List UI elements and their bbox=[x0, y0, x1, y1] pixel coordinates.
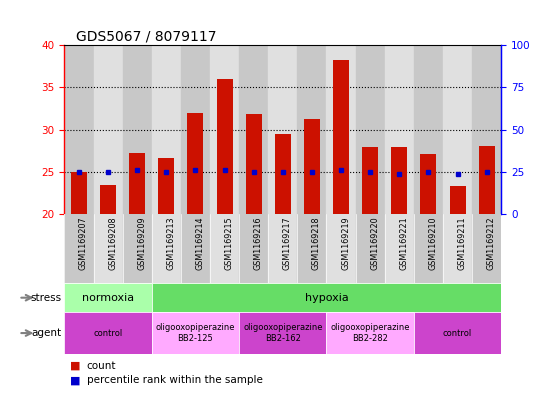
Bar bbox=[123, 45, 152, 214]
Bar bbox=[275, 134, 291, 214]
Bar bbox=[326, 45, 356, 214]
Bar bbox=[94, 214, 123, 283]
Bar bbox=[356, 45, 385, 214]
Bar bbox=[333, 61, 349, 214]
Text: GSM1169219: GSM1169219 bbox=[341, 216, 350, 270]
Text: oligooxopiperazine
BB2-282: oligooxopiperazine BB2-282 bbox=[330, 323, 410, 343]
Bar bbox=[152, 312, 239, 354]
Bar bbox=[479, 146, 494, 214]
Bar bbox=[362, 147, 378, 214]
Bar bbox=[210, 45, 239, 214]
Bar bbox=[181, 214, 210, 283]
Text: GSM1169211: GSM1169211 bbox=[458, 216, 466, 270]
Bar bbox=[472, 45, 501, 214]
Bar bbox=[326, 312, 414, 354]
Bar bbox=[210, 214, 239, 283]
Text: GSM1169209: GSM1169209 bbox=[137, 216, 146, 270]
Bar bbox=[64, 214, 94, 283]
Bar bbox=[297, 45, 326, 214]
Text: GSM1169214: GSM1169214 bbox=[195, 216, 204, 270]
Bar bbox=[239, 214, 268, 283]
Text: GSM1169216: GSM1169216 bbox=[254, 216, 263, 270]
Bar bbox=[100, 185, 116, 214]
Bar bbox=[64, 312, 152, 354]
Text: GSM1169220: GSM1169220 bbox=[370, 216, 379, 270]
Bar bbox=[158, 158, 174, 214]
Bar bbox=[268, 45, 297, 214]
Text: GSM1169208: GSM1169208 bbox=[108, 216, 117, 270]
Bar bbox=[304, 119, 320, 214]
Bar bbox=[421, 154, 436, 214]
Bar bbox=[94, 45, 123, 214]
Text: GSM1169210: GSM1169210 bbox=[428, 216, 437, 270]
Text: GSM1169217: GSM1169217 bbox=[283, 216, 292, 270]
Bar bbox=[414, 45, 443, 214]
Text: oligooxopiperazine
BB2-162: oligooxopiperazine BB2-162 bbox=[243, 323, 323, 343]
Bar bbox=[443, 45, 472, 214]
Text: GSM1169215: GSM1169215 bbox=[225, 216, 234, 270]
Text: oligooxopiperazine
BB2-125: oligooxopiperazine BB2-125 bbox=[156, 323, 235, 343]
Bar bbox=[239, 45, 268, 214]
Text: GSM1169213: GSM1169213 bbox=[166, 216, 175, 270]
Text: hypoxia: hypoxia bbox=[305, 293, 348, 303]
Text: ■: ■ bbox=[70, 361, 81, 371]
Bar bbox=[71, 172, 87, 214]
Bar bbox=[152, 45, 181, 214]
Bar bbox=[326, 214, 356, 283]
Bar bbox=[385, 45, 414, 214]
Text: control: control bbox=[443, 329, 472, 338]
Bar bbox=[391, 147, 407, 214]
Text: control: control bbox=[94, 329, 123, 338]
Bar bbox=[129, 152, 145, 214]
Bar bbox=[64, 283, 152, 312]
Bar bbox=[123, 214, 152, 283]
Bar bbox=[181, 45, 210, 214]
Text: count: count bbox=[87, 361, 116, 371]
Text: GSM1169221: GSM1169221 bbox=[399, 216, 408, 270]
Text: GDS5067 / 8079117: GDS5067 / 8079117 bbox=[76, 29, 216, 43]
Bar bbox=[239, 312, 326, 354]
Bar bbox=[443, 214, 472, 283]
Bar bbox=[472, 214, 501, 283]
Bar bbox=[64, 45, 94, 214]
Text: GSM1169212: GSM1169212 bbox=[487, 216, 496, 270]
Bar bbox=[297, 214, 326, 283]
Bar bbox=[450, 186, 465, 214]
Bar bbox=[188, 113, 203, 214]
Bar bbox=[356, 214, 385, 283]
Bar bbox=[152, 214, 181, 283]
Bar bbox=[414, 214, 443, 283]
Text: agent: agent bbox=[31, 328, 62, 338]
Text: GSM1169218: GSM1169218 bbox=[312, 216, 321, 270]
Bar bbox=[217, 79, 232, 214]
Bar bbox=[414, 312, 501, 354]
Bar bbox=[246, 114, 262, 214]
Bar bbox=[385, 214, 414, 283]
Text: normoxia: normoxia bbox=[82, 293, 134, 303]
Text: stress: stress bbox=[30, 293, 62, 303]
Bar bbox=[152, 283, 501, 312]
Text: GSM1169207: GSM1169207 bbox=[79, 216, 88, 270]
Bar bbox=[268, 214, 297, 283]
Text: ■: ■ bbox=[70, 375, 81, 385]
Text: percentile rank within the sample: percentile rank within the sample bbox=[87, 375, 263, 385]
